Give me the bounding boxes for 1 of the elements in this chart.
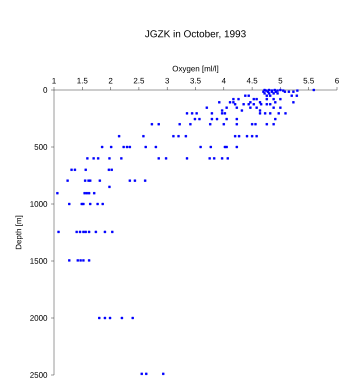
chart-title: JGZK in October, 1993 — [144, 30, 246, 39]
